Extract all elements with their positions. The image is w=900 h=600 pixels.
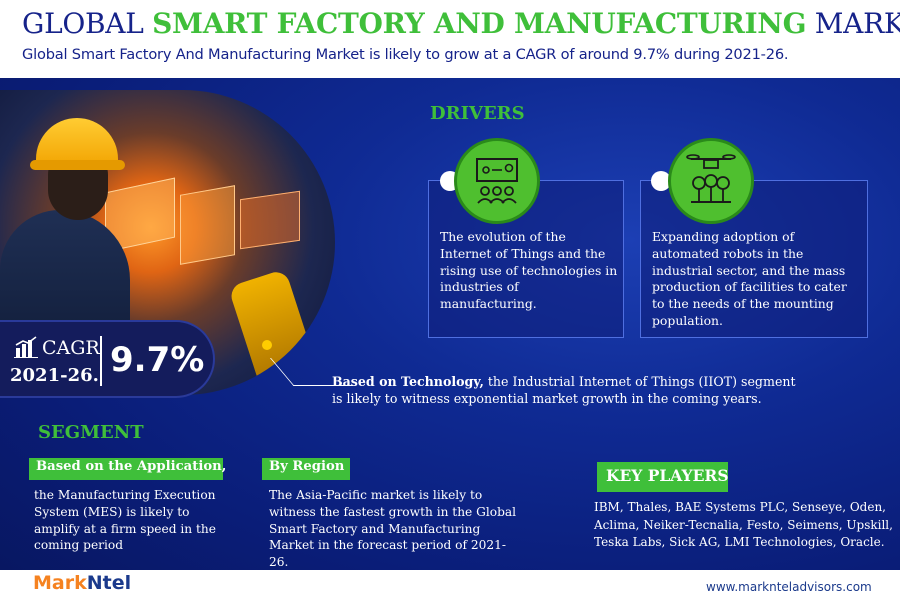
cagr-divider: [100, 336, 102, 386]
driver-text: Expanding adoption of automated robots i…: [652, 229, 847, 328]
connector-dot: [262, 340, 272, 350]
cagr-value: 9.7%: [110, 340, 205, 380]
drone-robots-icon: [668, 138, 754, 224]
header-banner: GLOBAL SMART FACTORY AND MANUFACTURING M…: [0, 0, 900, 78]
application-label: Based on the Application,: [36, 459, 227, 474]
hard-hat-brim: [30, 160, 125, 170]
hologram-screen: [240, 190, 300, 250]
cagr-years: 2021-26.: [10, 365, 99, 386]
application-text: the Manufacturing Execution System (MES)…: [34, 488, 216, 553]
logo-part2: Ntel: [86, 572, 132, 594]
page-subtitle: Global Smart Factory And Manufacturing M…: [22, 46, 789, 63]
technology-text: the Industrial Internet of Things (IIOT)…: [332, 374, 796, 406]
technology-label: Based on Technology,: [332, 374, 484, 389]
website-link[interactable]: www.marknteladvisors.com: [706, 580, 872, 594]
logo-part1: Mark: [33, 572, 87, 594]
title-highlight: SMART FACTORY AND MANUFACTURING: [152, 7, 807, 40]
region-text: The Asia-Pacific market is likely to wit…: [269, 488, 517, 570]
presentation-team-icon: [454, 138, 540, 224]
label-bar: [262, 458, 350, 480]
title-part2: MARKET: [814, 7, 900, 40]
label-bar: [29, 458, 223, 480]
driver-text: The evolution of the Internet of Things …: [440, 229, 618, 312]
presentation-team-icon-svg: [476, 158, 518, 204]
hologram-screen: [180, 185, 235, 265]
key-players-list: IBM, Thales, BAE Systems PLC, Senseye, O…: [594, 500, 893, 549]
segment-heading: SEGMENT: [38, 422, 144, 443]
page-title: GLOBAL SMART FACTORY AND MANUFACTURING M…: [22, 4, 900, 44]
bar-chart-icon: [14, 336, 38, 358]
footer-bar: [0, 570, 900, 600]
marknetel-logo: MarkNtel: [33, 572, 131, 594]
drivers-heading: DRIVERS: [430, 103, 525, 124]
label-bar: [597, 462, 728, 492]
connector-dot: [651, 171, 671, 191]
cagr-label: CAGR: [42, 337, 100, 359]
region-label: By Region: [269, 459, 345, 474]
key-players-heading: KEY PLAYERS: [606, 466, 729, 485]
technology-note: Based on Technology, the Industrial Inte…: [332, 373, 802, 407]
title-part1: GLOBAL: [22, 7, 153, 40]
cagr-badge: CAGR 2021-26. 9.7%: [0, 320, 215, 398]
drone-robots-icon-svg: [686, 154, 736, 203]
